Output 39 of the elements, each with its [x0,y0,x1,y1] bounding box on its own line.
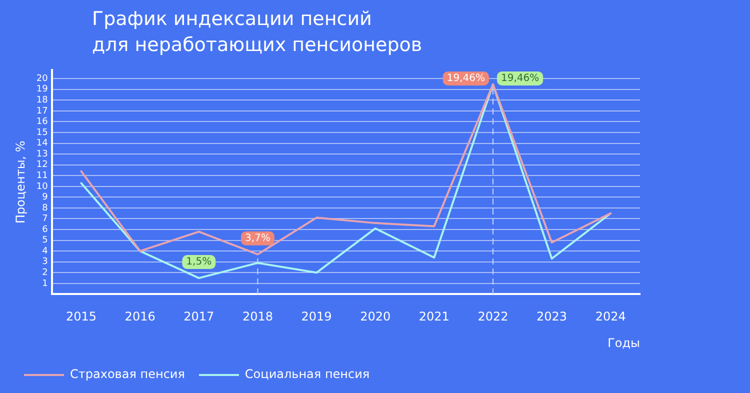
x-tick-label: 2020 [360,310,391,324]
y-tick-label: 1 [42,278,48,289]
y-tick-label: 15 [36,128,48,138]
y-tick-label: 20 [36,74,48,84]
y-tick-label: 2 [42,268,48,278]
y-tick-label: 19 [36,84,48,95]
data-label: 3,7% [245,232,270,244]
y-tick-label: 9 [42,192,48,203]
y-tick-label: 7 [42,214,48,224]
x-tick-label: 2018 [242,310,273,324]
y-tick-label: 6 [42,224,48,235]
y-tick-label: 4 [42,246,48,256]
x-axis-title: Годы [608,336,640,350]
y-axis-title: Проценты, % [13,140,28,224]
x-tick-label: 2016 [124,310,156,324]
y-tick-label: 18 [36,96,48,106]
y-tick-label: 12 [36,160,48,170]
x-tick-label: 2022 [478,310,508,324]
y-tick-label: 14 [36,138,48,149]
legend-label: Страховая пенсия [70,367,185,382]
y-tick-label: 3 [42,257,48,268]
y-tick-label: 11 [36,170,48,181]
x-tick-label: 2017 [184,310,214,324]
data-label: 19,46% [500,73,540,84]
y-tick-label: 5 [42,236,48,246]
data-label: 19,46% [446,73,485,84]
x-tick-label: 2021 [418,310,450,324]
x-tick-label: 2024 [595,310,626,324]
x-tick-label: 2015 [66,310,97,324]
y-tick-label: 17 [36,106,48,116]
legend-label: Социальная пенсия [244,367,370,382]
y-tick-label: 16 [36,117,48,128]
y-tick-label: 13 [36,149,48,160]
x-tick-label: 2019 [301,310,332,324]
y-tick-label: 8 [42,203,48,214]
x-tick-label: 2023 [536,310,568,324]
data-label: 1,5% [186,256,212,268]
chart-title: График индексации пенсий для неработающих пенсионеров [92,7,422,58]
y-tick-label: 10 [36,182,48,192]
